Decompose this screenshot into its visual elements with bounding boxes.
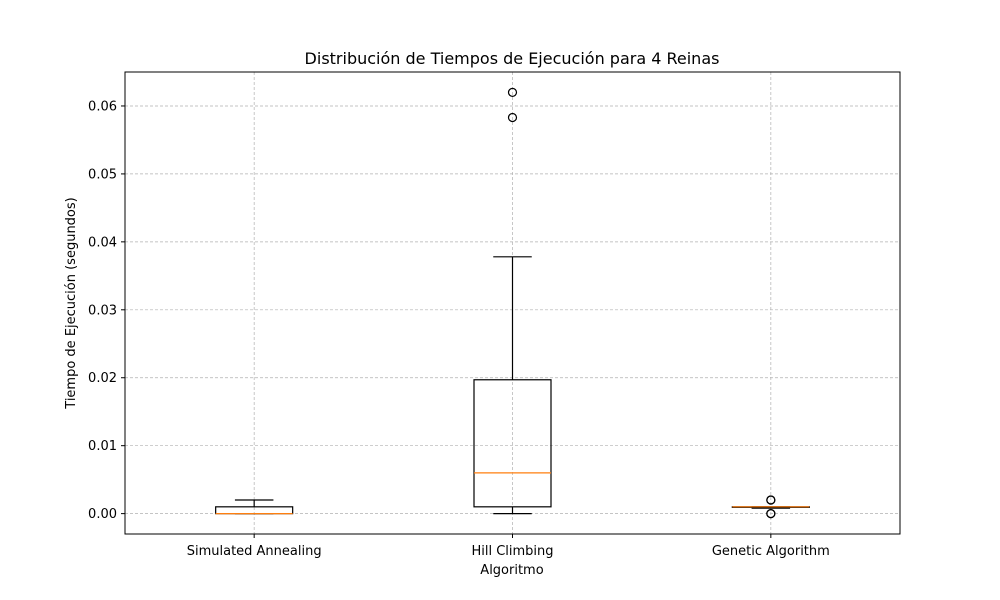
x-axis-ticks: Simulated Annealing Hill Climbing Genetic … bbox=[187, 534, 830, 559]
y-axis-label: Tiempo de Ejecución (segundos) bbox=[64, 197, 79, 409]
y-tick-label: 0.06 bbox=[88, 99, 117, 114]
x-axis-label: Algoritmo bbox=[480, 563, 543, 578]
y-axis-ticks: 0.00 0.01 0.02 0.03 0.04 0.05 0.06 bbox=[88, 99, 125, 522]
outlier-point bbox=[507, 87, 518, 97]
outlier-point bbox=[766, 495, 776, 505]
boxes-group bbox=[215, 87, 810, 519]
iqr-box bbox=[473, 379, 552, 508]
box-genetic-algorithm bbox=[731, 495, 810, 519]
chart-title: Distribución de Tiempos de Ejecución par… bbox=[305, 49, 720, 68]
y-tick-label: 0.05 bbox=[88, 167, 117, 182]
y-tick-label: 0.03 bbox=[88, 303, 117, 318]
y-tick-label: 0.01 bbox=[88, 439, 117, 454]
y-tick-label: 0.04 bbox=[88, 235, 117, 250]
x-tick-label: Genetic Algorithm bbox=[712, 544, 830, 559]
box-simulated-annealing bbox=[215, 499, 294, 515]
box-hill-climbing bbox=[473, 87, 552, 515]
x-tick-label: Hill Climbing bbox=[471, 544, 553, 559]
x-tick-label: Simulated Annealing bbox=[187, 544, 322, 559]
outlier-point bbox=[507, 112, 518, 123]
outlier-point bbox=[766, 509, 776, 519]
y-tick-label: 0.00 bbox=[88, 507, 117, 522]
y-tick-label: 0.02 bbox=[88, 371, 117, 386]
